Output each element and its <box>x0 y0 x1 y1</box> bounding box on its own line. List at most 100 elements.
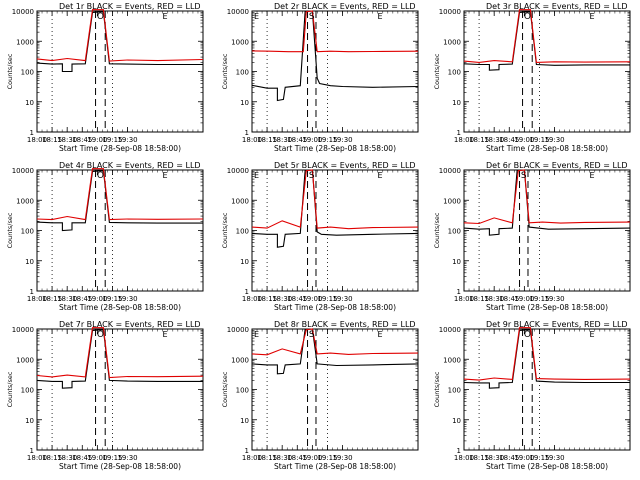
x-tick-label: 18:00 <box>27 136 47 144</box>
x-tick-label: 19:30 <box>332 454 352 462</box>
axis-frame <box>251 10 419 133</box>
x-tick-label: 19:30 <box>332 295 352 303</box>
x-tick-label: 18:00 <box>454 295 474 303</box>
x-tick-label: 19:00 <box>302 136 322 144</box>
y-tick-label: 10 <box>240 417 249 425</box>
x-tick-label: 19:00 <box>87 136 107 144</box>
x-tick-label: 18:15 <box>257 454 277 462</box>
series-black <box>251 169 419 248</box>
axis-frame <box>36 328 204 451</box>
marker-center: S <box>309 330 315 340</box>
series-black <box>463 169 631 236</box>
axis-frame <box>463 328 631 451</box>
x-tick-label: 19:15 <box>529 295 549 303</box>
x-tick-label: 19:00 <box>87 454 107 462</box>
x-tick-label: 19:30 <box>544 454 564 462</box>
x-tick-label: 19:30 <box>117 136 137 144</box>
x-tick-label: 18:30 <box>57 295 77 303</box>
y-tick-label: 100 <box>448 228 461 236</box>
y-tick-label: 100 <box>448 387 461 395</box>
series-red <box>36 327 204 379</box>
y-tick-label: 100 <box>21 69 34 77</box>
y-tick-label: 10000 <box>439 167 461 175</box>
x-tick-label: 18:45 <box>499 295 519 303</box>
x-tick-label: 19:00 <box>87 295 107 303</box>
x-tick-label: 19:30 <box>544 136 564 144</box>
series-black <box>463 11 630 71</box>
x-tick-label: 18:00 <box>242 454 262 462</box>
marker-center: O <box>524 12 531 22</box>
y-tick-label: 10 <box>25 99 34 107</box>
x-tick-label: 18:15 <box>469 295 489 303</box>
y-axis-label: Counts/sec <box>6 212 14 248</box>
y-tick-label: 100 <box>236 69 249 77</box>
y-tick-label: 10 <box>240 99 249 107</box>
x-tick-label: 18:00 <box>242 295 262 303</box>
x-tick-label: 18:45 <box>499 454 519 462</box>
marker-right: E <box>590 12 595 21</box>
x-tick-label: 19:15 <box>102 136 122 144</box>
y-tick-label: 10000 <box>12 8 34 16</box>
y-tick-label: 100 <box>21 228 34 236</box>
y-axis-label: Counts/sec <box>433 53 441 89</box>
x-tick-label: 18:30 <box>484 136 504 144</box>
x-axis-label: Start Time (28-Sep-08 18:58:00) <box>486 462 608 471</box>
marker-left: E <box>254 12 259 21</box>
series-red <box>463 169 631 225</box>
marker-right: E <box>378 171 383 180</box>
x-tick-label: 19:00 <box>302 295 322 303</box>
x-tick-label: 18:45 <box>287 136 307 144</box>
y-tick-label: 10 <box>25 258 34 266</box>
series-black <box>251 10 419 102</box>
panel-title: Det 2r BLACK = Events, RED = LLD <box>274 2 416 11</box>
panel-4: Det 4r BLACK = Events, RED = LLD 1 10 100 10… <box>6 161 204 312</box>
x-tick-label: 18:30 <box>272 295 292 303</box>
y-tick-label: 1 <box>457 129 461 137</box>
panel-title: Det 7r BLACK = Events, RED = LLD <box>59 320 201 329</box>
marker-center: O <box>524 330 531 340</box>
y-tick-label: 100 <box>236 228 249 236</box>
x-tick-label: 19:15 <box>102 295 122 303</box>
series-red <box>251 169 419 230</box>
panel-title: Det 3r BLACK = Events, RED = LLD <box>486 2 628 11</box>
x-tick-label: 18:00 <box>27 295 47 303</box>
series-red <box>251 328 419 356</box>
y-tick-label: 10 <box>452 417 461 425</box>
panel-1: Det 1r BLACK = Events, RED = LLD 1 10 100 10… <box>6 2 204 153</box>
y-axis-label: Counts/sec <box>6 53 14 89</box>
x-tick-label: 18:15 <box>42 454 62 462</box>
series-black <box>251 328 419 375</box>
series-red <box>463 9 631 63</box>
series-red <box>36 9 204 62</box>
y-tick-label: 10 <box>240 258 249 266</box>
y-tick-label: 1 <box>245 288 249 296</box>
y-tick-label: 1 <box>30 288 34 296</box>
y-tick-label: 10000 <box>227 167 249 175</box>
x-tick-label: 18:45 <box>287 295 307 303</box>
y-tick-label: 1000 <box>231 356 249 364</box>
axis-frame <box>463 10 631 133</box>
x-tick-label: 19:30 <box>117 454 137 462</box>
x-tick-label: 19:15 <box>529 454 549 462</box>
x-tick-label: 19:30 <box>332 136 352 144</box>
series-black <box>36 11 203 73</box>
series-red <box>36 168 204 221</box>
y-tick-label: 10000 <box>227 326 249 334</box>
y-axis-label: Counts/sec <box>221 371 229 407</box>
marker-center: O <box>97 330 104 340</box>
x-tick-label: 18:45 <box>72 136 92 144</box>
y-tick-label: 1 <box>457 447 461 455</box>
x-tick-label: 18:45 <box>287 454 307 462</box>
series-red <box>251 10 419 53</box>
y-axis-label: Counts/sec <box>221 53 229 89</box>
x-tick-label: 19:15 <box>317 136 337 144</box>
x-tick-label: 19:00 <box>514 295 534 303</box>
marker-right: E <box>378 330 383 339</box>
y-tick-label: 10000 <box>227 8 249 16</box>
x-tick-label: 18:30 <box>57 136 77 144</box>
y-tick-label: 1 <box>245 447 249 455</box>
x-tick-label: 19:15 <box>317 454 337 462</box>
marker-right: E <box>163 330 168 339</box>
x-tick-label: 19:30 <box>544 295 564 303</box>
